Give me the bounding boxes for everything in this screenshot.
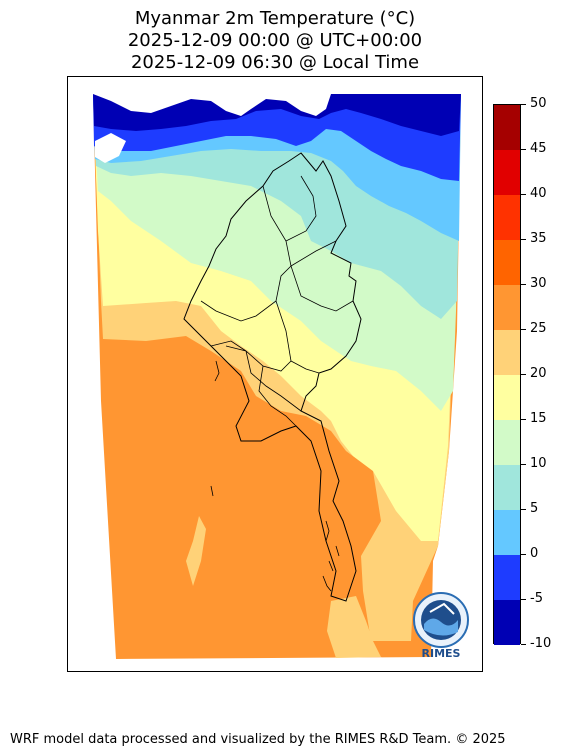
- logo-wordmark: RIMES: [422, 647, 461, 660]
- colorbar-band: [494, 600, 520, 645]
- colorbar-tick: [521, 598, 526, 600]
- colorbar-tick: [521, 103, 526, 105]
- colorbar-band: [494, 330, 520, 375]
- no-data-patch: [301, 94, 323, 107]
- colorbar-tick-label: 25: [530, 321, 547, 336]
- colorbar-tick: [521, 328, 526, 330]
- title-line-2: 2025-12-09 00:00 @ UTC+00:00: [127, 30, 423, 51]
- colorbar-tick-label: 0: [530, 546, 539, 561]
- colorbar-tick: [521, 148, 526, 150]
- colorbar-tick: [521, 643, 526, 645]
- temp-zone-20-25-coastal: [327, 596, 381, 658]
- colorbar-band: [494, 105, 520, 150]
- colorbar-tick-label: 20: [530, 366, 547, 381]
- colorbar-tick-label: -5: [530, 591, 543, 606]
- colorbar-tick: [521, 418, 526, 420]
- colorbar-band: [494, 510, 520, 555]
- colorbar-tick-label: 15: [530, 411, 547, 426]
- no-data-patch: [93, 94, 331, 116]
- colorbar-tick-label: 35: [530, 231, 547, 246]
- colorbar-tick-label: -10: [530, 636, 552, 651]
- colorbar-tick: [521, 373, 526, 375]
- colorbar-band: [494, 150, 520, 195]
- colorbar-band: [494, 285, 520, 330]
- colorbar-band: [494, 420, 520, 465]
- colorbar-tick-label: 45: [530, 141, 547, 156]
- colorbar-tick: [521, 508, 526, 510]
- colorbar-tick-label: 10: [530, 456, 547, 471]
- colorbar: [493, 104, 521, 645]
- colorbar-tick-label: 5: [530, 501, 539, 516]
- colorbar-tick: [521, 238, 526, 240]
- colorbar-tick: [521, 193, 526, 195]
- myanmar-border: [183, 152, 362, 602]
- title-line-3: 2025-12-09 06:30 @ Local Time: [130, 52, 420, 73]
- temp-zone-minus10-minus5: [93, 94, 461, 136]
- colorbar-tick-label: 30: [530, 276, 547, 291]
- archipelago-islands: [210, 360, 340, 592]
- title-line-1: Myanmar 2m Temperature (°C): [134, 8, 416, 29]
- temp-zone-20-25-west: [186, 516, 206, 586]
- colorbar-tick: [521, 283, 526, 285]
- colorbar-tick: [521, 463, 526, 465]
- footer-credit: WRF model data processed and visualized …: [10, 732, 506, 747]
- colorbar-tick-label: 50: [530, 96, 547, 111]
- colorbar-tick: [521, 553, 526, 555]
- rimes-logo: RIMES: [413, 592, 469, 660]
- temperature-map: [93, 94, 461, 659]
- no-data-patch: [95, 133, 126, 163]
- colorbar-band: [494, 375, 520, 420]
- colorbar-band: [494, 465, 520, 510]
- colorbar-band: [494, 240, 520, 285]
- colorbar-band: [494, 195, 520, 240]
- map-panel: [67, 76, 483, 672]
- colorbar-tick-label: 40: [530, 186, 547, 201]
- colorbar-band: [494, 555, 520, 600]
- state-boundaries: [200, 175, 354, 427]
